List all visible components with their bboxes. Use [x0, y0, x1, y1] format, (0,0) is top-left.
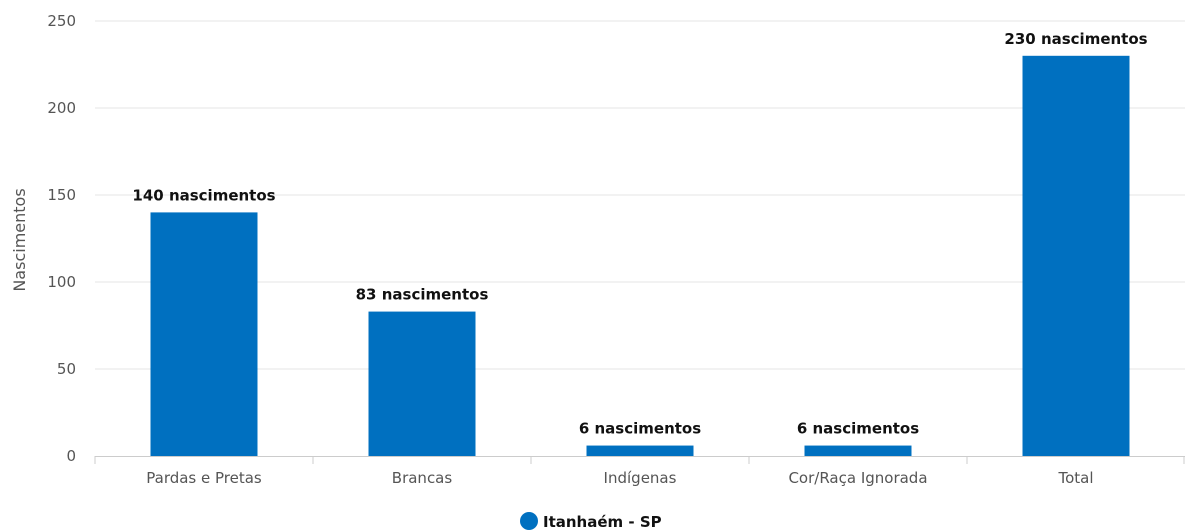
y-tick-label: 50 — [57, 360, 76, 378]
gridlines — [95, 20, 1185, 370]
data-label: 6 nascimentos — [797, 420, 919, 438]
y-axis-ticks: 0 50 100 150 200 250 — [47, 12, 76, 465]
y-axis-title: Nascimentos — [10, 188, 29, 291]
x-axis-ticks: Pardas e Pretas Brancas Indígenas Cor/Raça … — [94, 456, 1185, 487]
y-tick-label: 100 — [47, 273, 76, 291]
bar[interactable] — [368, 311, 476, 456]
data-labels: 140 nascimentos 83 nascimentos 6 nasciment… — [132, 30, 1147, 438]
bar[interactable] — [804, 445, 912, 456]
bar[interactable] — [586, 445, 694, 456]
legend-label: Itanhaém - SP — [543, 513, 662, 531]
data-label: 83 nascimentos — [356, 286, 489, 304]
x-tick-label: Pardas e Pretas — [146, 469, 262, 487]
x-tick-label: Cor/Raça Ignorada — [788, 469, 927, 487]
data-label: 6 nascimentos — [579, 420, 701, 438]
x-tick-label: Indígenas — [604, 469, 677, 487]
y-tick-label: 200 — [47, 99, 76, 117]
x-tick-label: Brancas — [392, 469, 453, 487]
y-tick-label: 0 — [66, 447, 76, 465]
bar[interactable] — [150, 212, 258, 456]
legend[interactable]: Itanhaém - SP — [520, 512, 662, 531]
y-tick-label: 150 — [47, 186, 76, 204]
data-label: 230 nascimentos — [1004, 30, 1147, 48]
y-tick-label: 250 — [47, 12, 76, 30]
bars — [150, 55, 1130, 457]
x-tick-label: Total — [1057, 469, 1093, 487]
bar[interactable] — [1022, 55, 1130, 457]
data-label: 140 nascimentos — [132, 186, 275, 204]
legend-marker — [520, 512, 538, 530]
